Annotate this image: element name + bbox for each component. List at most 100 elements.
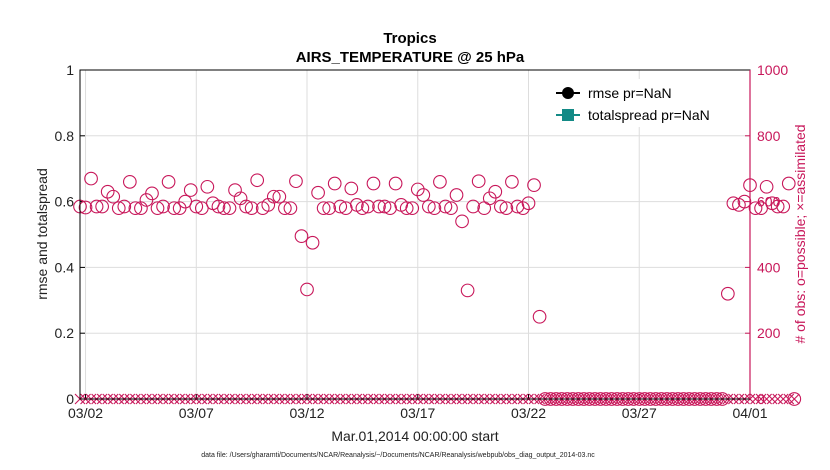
obs-possible-marker [388,176,403,191]
obs-possible-marker [156,199,170,214]
obs-possible-marker [95,199,109,214]
obs-possible-marker [505,175,519,189]
obs-possible-marker [117,199,132,214]
obs-possible-marker [721,286,735,301]
x-axis-label: Mar.01,2014 00:00:00 start [331,428,498,444]
obs-possible-marker [466,199,480,214]
left-y-axis-label: rmse and totalspread [34,168,50,300]
obs-possible-marker [754,201,768,216]
obs-possible-marker [111,201,126,216]
obs-possible-marker [217,201,231,216]
right-y-tick-label: 800 [757,128,781,144]
obs-possible-marker [421,199,436,214]
obs-possible-marker [200,179,215,194]
obs-possible-marker [145,186,159,201]
chart-title: Tropics [383,30,436,47]
x-axis-ticks: 03/02 03/07 03/12 03/17 03/22 03/27 04/01 [68,394,768,421]
obs-possible-marker [493,199,508,214]
obs-possible-marker [283,201,298,216]
obs-possible-marker [100,184,115,199]
obs-possible-marker [322,201,337,216]
obs-possible-marker [272,189,287,204]
left-y-tick-label: 1 [66,62,74,78]
obs-possible-marker [366,176,381,191]
obs-possible-marker [311,185,325,200]
obs-possible-marker [781,176,796,191]
obs-possible-marker [433,175,447,189]
obs-possible-marker [377,199,392,214]
x-tick-label: 04/01 [732,405,767,421]
obs-possible-marker [161,175,176,189]
obs-possible-marker [211,199,226,214]
obs-possible-marker [239,199,253,214]
obs-possible-marker [333,199,348,214]
obs-possible-marker [294,229,309,243]
left-y-tick-label: 0.6 [55,194,75,210]
obs-possible-marker [427,201,442,216]
legend-marker-totalspread [562,109,574,121]
obs-possible-marker [449,188,464,202]
left-y-tick-label: 0.8 [55,128,75,144]
chart-subtitle: AIRS_TEMPERATURE @ 25 hPa [296,49,525,66]
legend: rmse pr=NaN totalspread pr=NaN [550,79,740,127]
obs-assimilated-marker [755,393,767,405]
obs-possible-marker [372,199,386,214]
obs-possible-marker [305,235,320,250]
obs-possible-marker [278,201,292,216]
obs-possible-series [73,171,802,406]
obs-possible-marker [122,175,137,189]
obs-possible-marker [527,178,541,192]
x-tick-label: 03/02 [68,405,103,421]
obs-possible-marker [444,201,458,216]
x-tick-label: 03/17 [400,405,435,421]
obs-assimilated-marker [750,393,761,405]
obs-possible-marker [521,196,536,211]
legend-label-totalspread: totalspread pr=NaN [588,107,710,123]
obs-possible-marker [194,201,209,216]
obs-possible-marker [471,174,486,189]
obs-possible-marker [289,174,303,189]
obs-possible-marker [748,201,763,216]
left-y-tick-label: 0 [66,391,74,407]
x-tick-label: 03/22 [511,405,546,421]
obs-assimilated-marker [783,393,795,405]
obs-possible-marker [244,201,259,216]
x-tick-label: 03/12 [290,405,325,421]
left-y-tick-label: 0.2 [55,325,75,341]
obs-assimilated-marker [766,393,778,405]
x-tick-label: 03/27 [622,405,657,421]
obs-assimilated-marker [788,393,800,405]
obs-possible-marker [222,201,237,216]
obs-possible-marker [499,201,514,216]
obs-possible-marker [344,181,359,196]
obs-assimilated-marker [772,393,784,405]
obs-possible-marker [316,201,331,216]
obs-possible-marker [776,199,791,214]
right-y-tick-label: 200 [757,325,781,341]
right-y-tick-label: 1000 [757,62,788,78]
obs-possible-marker [516,201,530,216]
obs-possible-marker [189,199,204,214]
obs-possible-marker [361,199,375,214]
obs-possible-marker [355,201,370,216]
left-axis-ticks: 0 0.2 0.4 0.6 0.8 1 [55,62,85,407]
obs-possible-marker [150,201,165,216]
right-y-tick-label: 400 [757,259,781,275]
obs-possible-marker [737,194,752,209]
obs-possible-marker [532,309,547,324]
obs-possible-marker [128,201,143,216]
obs-possible-marker [438,199,453,214]
obs-possible-marker [770,199,785,214]
obs-possible-marker [488,184,503,199]
left-y-tick-label: 0.4 [55,259,75,275]
obs-possible-marker [183,183,198,197]
obs-possible-marker [726,196,741,211]
obs-possible-marker [89,199,104,214]
obs-possible-marker [178,194,193,209]
footnote: data file: /Users/gharamti/Documents/NCA… [201,452,595,459]
obs-possible-marker [410,182,425,197]
obs-possible-marker [84,171,98,186]
obs-possible-marker [106,189,121,204]
